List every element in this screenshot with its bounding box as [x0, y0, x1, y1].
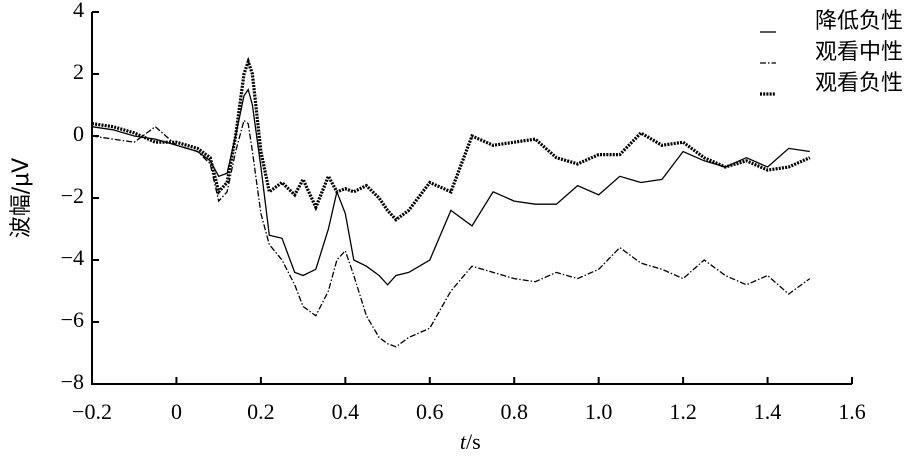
x-tick-label: 0	[171, 399, 182, 424]
x-tick-label: 0.2	[247, 399, 275, 424]
y-tick-label: −2	[61, 183, 84, 208]
x-tick-label: 0.8	[500, 399, 528, 424]
x-tick-label: 1.6	[838, 399, 866, 424]
x-axis-label: /s	[466, 429, 481, 454]
x-tick-label: 1.0	[585, 399, 613, 424]
x-tick-label: 0.4	[332, 399, 360, 424]
x-tick-label: 1.2	[669, 399, 697, 424]
y-tick-label: 4	[73, 0, 84, 22]
y-tick-label: 2	[73, 59, 84, 84]
y-tick-label: −6	[61, 307, 84, 332]
y-tick-label: −4	[61, 245, 84, 270]
y-tick-label: 0	[73, 121, 84, 146]
legend-label: 观看中性	[815, 40, 903, 65]
legend-label: 降低负性	[815, 9, 903, 34]
x-tick-label: 0.6	[416, 399, 444, 424]
x-tick-label: −0.2	[72, 399, 112, 424]
series-line	[91, 56, 811, 222]
series-line	[91, 87, 810, 286]
legend-label: 观看负性	[815, 71, 903, 96]
y-tick-label: −8	[61, 369, 84, 394]
y-axis-label: 波幅/μV	[9, 158, 34, 238]
x-tick-label: 1.4	[754, 399, 782, 424]
x-axis-label: t	[460, 429, 467, 454]
